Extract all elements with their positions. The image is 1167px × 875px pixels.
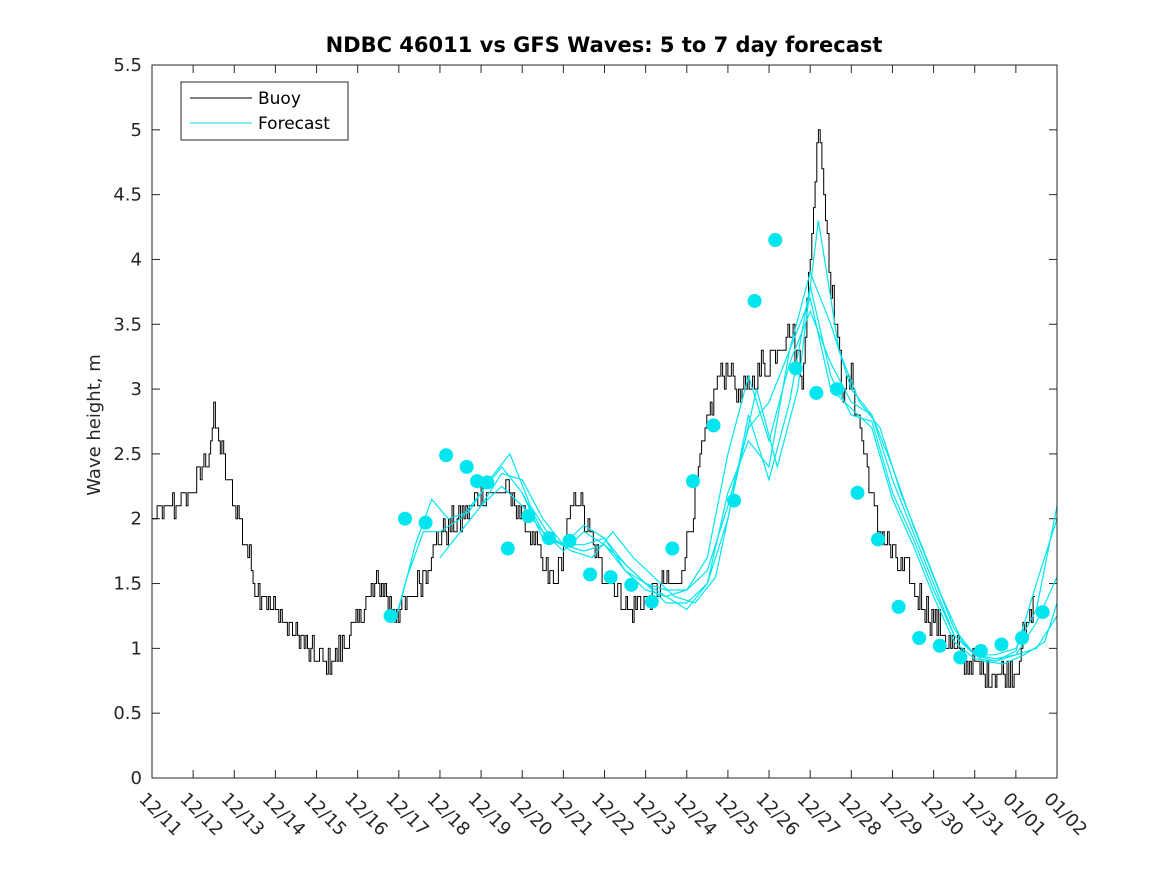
- forecast-point: [973, 643, 988, 658]
- y-tick-label: 5.5: [113, 55, 142, 76]
- plot-area: [152, 65, 1057, 778]
- legend: Buoy Forecast: [180, 81, 349, 141]
- x-tick-label: 12/19: [464, 789, 516, 841]
- forecast-point: [500, 541, 515, 556]
- y-tick-label: 3: [131, 379, 142, 400]
- y-tick-label: 4: [131, 249, 142, 270]
- y-tick-label: 5: [131, 120, 142, 141]
- forecast-point: [521, 509, 536, 524]
- x-tick-label: 12/22: [587, 789, 639, 841]
- forecast-point: [418, 515, 433, 530]
- forecast-point: [727, 493, 742, 508]
- forecast-line: [439, 309, 1058, 660]
- forecast-point: [912, 630, 927, 645]
- y-tick-label: 1.5: [113, 574, 142, 595]
- x-tick-label: 12/27: [793, 789, 845, 841]
- x-tick-label: 12/13: [217, 789, 269, 841]
- y-tick-label: 0.5: [113, 703, 142, 724]
- forecast-line: [480, 285, 1058, 656]
- x-tick-label: 12/30: [916, 789, 968, 841]
- forecast-point: [850, 485, 865, 500]
- legend-buoy-label: Buoy: [258, 89, 301, 109]
- y-tick-label: 0: [131, 768, 142, 789]
- x-tick-label: 01/02: [1039, 789, 1091, 841]
- forecast-point: [469, 474, 484, 489]
- forecast-point: [685, 474, 700, 489]
- forecast-point: [480, 475, 495, 490]
- forecast-point: [747, 293, 762, 308]
- forecast-point: [459, 459, 474, 474]
- y-tick-label: 2.5: [113, 444, 142, 465]
- forecast-point: [891, 599, 906, 614]
- x-tick-label: 12/12: [176, 789, 228, 841]
- legend-forecast-label: Forecast: [258, 114, 330, 134]
- chart-title: NDBC 46011 vs GFS Waves: 5 to 7 day fore…: [326, 33, 883, 57]
- y-tick-label: 2: [131, 509, 142, 530]
- x-tick-label: 12/25: [710, 789, 762, 841]
- y-axis-label: Wave height, m: [84, 354, 105, 495]
- forecast-point: [541, 531, 556, 546]
- forecast-point: [994, 637, 1009, 652]
- y-tick-label: 1: [131, 638, 142, 659]
- forecast-point: [644, 594, 659, 609]
- x-tick-label: 12/24: [669, 789, 721, 841]
- forecast-point: [562, 533, 577, 548]
- y-tick-label: 4.5: [113, 185, 142, 206]
- forecast-point: [439, 448, 454, 463]
- forecast-point: [1015, 630, 1030, 645]
- x-tick-label: 12/23: [628, 789, 680, 841]
- x-tick-label: 12/28: [834, 789, 886, 841]
- buoy-line: [152, 129, 1035, 688]
- x-tick-label: 12/16: [340, 789, 392, 841]
- x-tick-label: 12/17: [381, 789, 433, 841]
- x-tick-label: 12/14: [258, 789, 310, 841]
- forecast-point: [397, 511, 412, 526]
- forecast-line: [398, 220, 1058, 665]
- forecast-point: [583, 567, 598, 582]
- forecast-point: [768, 233, 783, 248]
- x-tick-label: 12/31: [957, 789, 1009, 841]
- forecast-line: [521, 296, 1058, 662]
- forecast-point: [788, 361, 803, 376]
- forecast-point: [932, 638, 947, 653]
- legend-box: [180, 81, 349, 141]
- x-tick-label: 12/29: [875, 789, 927, 841]
- x-tick-label: 12/11: [134, 789, 186, 841]
- forecast-point: [953, 650, 968, 665]
- x-tick-label: 01/01: [998, 789, 1050, 841]
- x-tick-label: 12/20: [505, 789, 557, 841]
- forecast-point: [1035, 605, 1050, 620]
- x-tick-label: 12/15: [299, 789, 351, 841]
- y-tick-label: 3.5: [113, 314, 142, 335]
- plot-frame: [151, 64, 1058, 779]
- x-tick-label: 12/21: [546, 789, 598, 841]
- forecast-point: [603, 570, 618, 585]
- x-tick-label: 12/18: [422, 789, 474, 841]
- forecast-point: [665, 541, 680, 556]
- forecast-point: [871, 532, 886, 547]
- forecast-point: [706, 418, 721, 433]
- forecast-point: [624, 577, 639, 592]
- forecast-point: [829, 382, 844, 397]
- forecast-point: [383, 608, 398, 623]
- x-tick-label: 12/26: [752, 789, 804, 841]
- forecast-point: [809, 385, 824, 400]
